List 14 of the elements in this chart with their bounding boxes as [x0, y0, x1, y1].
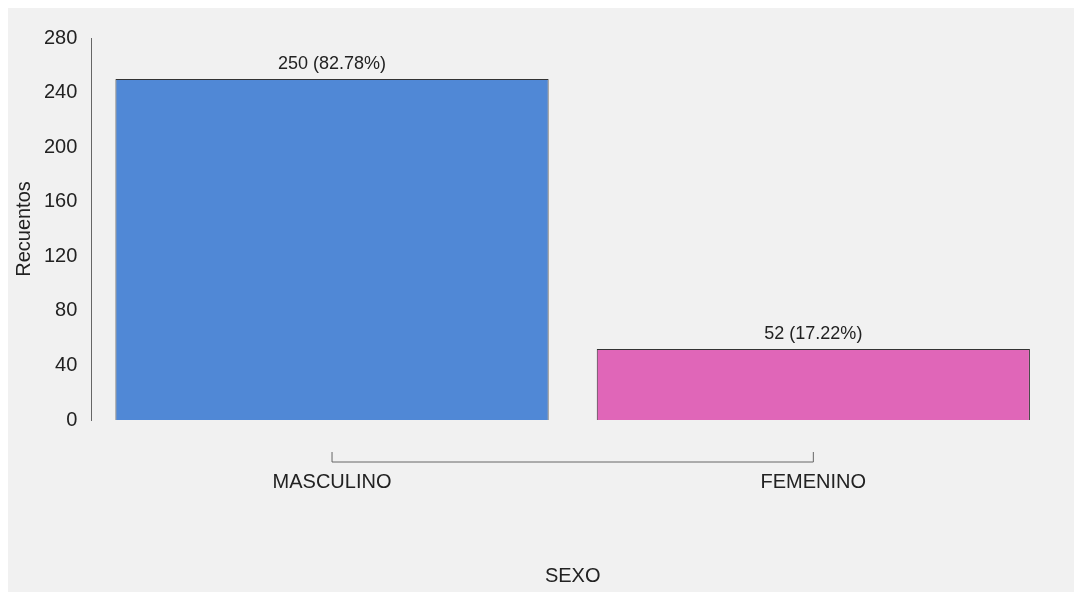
x-tick-label: FEMENINO	[760, 469, 867, 492]
y-tick-label: 80	[55, 298, 78, 321]
y-tick-label: 120	[43, 243, 78, 266]
x-tick-label: MASCULINO	[272, 469, 392, 492]
y-axis-title: Recuentos	[11, 181, 34, 277]
y-tick-label: 240	[43, 80, 78, 103]
data-label: 52 (17.22%)	[764, 323, 863, 344]
y-tick-label: 40	[55, 352, 78, 375]
y-tick-label: 280	[43, 25, 78, 48]
y-tick-label: 160	[43, 189, 78, 212]
y-tick-label: 0	[66, 407, 78, 430]
data-label: 250 (82.78%)	[277, 52, 387, 73]
x-axis-title: SEXO	[544, 563, 601, 586]
y-tick-label: 200	[43, 134, 78, 157]
